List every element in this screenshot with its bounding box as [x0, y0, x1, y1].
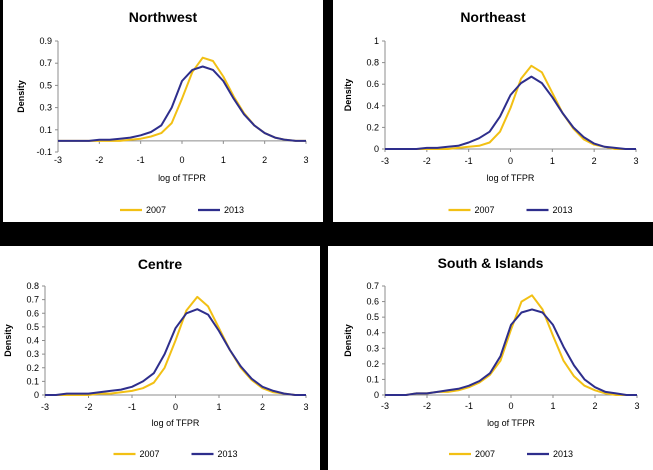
x-tick-label: 0 [173, 402, 178, 412]
y-tick-label: 0.5 [26, 322, 39, 332]
x-tick-label: -2 [84, 402, 92, 412]
chart-panel-northwest: Northwest -0.1 0.1 0.3 0.5 0.7 0.9 -3 -2 -1 0 1 2 3 lo… [3, 0, 323, 222]
series-line-2013 [385, 308, 637, 396]
legend-label-2013: 2013 [218, 449, 238, 459]
x-tick-label: -2 [95, 155, 103, 165]
series-line-2007 [385, 64, 636, 150]
x-tick-label: -1 [465, 156, 473, 166]
x-tick-label: 3 [633, 156, 638, 166]
x-tick-label: -2 [423, 156, 431, 166]
x-tick-label: 2 [592, 401, 597, 411]
x-tick-label: 1 [221, 155, 226, 165]
y-tick-label: 0.6 [366, 79, 379, 89]
y-tick-label: 0 [374, 144, 379, 154]
series-line-2007 [58, 56, 306, 142]
y-tick-label: 0.8 [366, 58, 379, 68]
chart-title: Northeast [460, 9, 526, 25]
x-axis-label: log of TFPR [487, 418, 535, 428]
x-tick-label: -2 [423, 401, 431, 411]
x-tick-label: -3 [381, 156, 389, 166]
x-axis-label: log of TFPR [158, 173, 206, 183]
y-tick-label: 0.8 [26, 281, 39, 291]
legend-label-2007: 2007 [140, 449, 160, 459]
chart-svg-south-islands: South & Islands 0 0.1 0.2 0.3 0.4 0.5 0.6 0.7 -3 -… [343, 255, 640, 459]
x-tick-label: 0 [179, 155, 184, 165]
y-tick-label: 0.2 [26, 363, 39, 373]
legend-label-2013: 2013 [224, 205, 244, 215]
chart-svg-northeast: Northeast 0 0.2 0.4 0.6 0.8 1 -3 -2 -1 0 1 2 3 log of … [343, 9, 639, 215]
x-tick-label: 2 [262, 155, 267, 165]
x-tick-label: -3 [381, 401, 389, 411]
y-tick-label: 0.3 [366, 343, 379, 353]
y-tick-label: 0.3 [26, 349, 39, 359]
y-tick-label: 0.7 [366, 281, 379, 291]
x-tick-label: 3 [634, 401, 639, 411]
chart-title: Centre [138, 256, 183, 272]
legend-label-2007: 2007 [475, 205, 495, 215]
y-tick-label: 0.6 [26, 308, 39, 318]
x-tick-label: 0 [508, 156, 513, 166]
chart-svg-centre: Centre 0 0.1 0.2 0.3 0.4 0.5 0.6 0.7 0.8 -3 -2 -1 0 1 2… [3, 256, 309, 459]
legend-label-2013: 2013 [553, 205, 573, 215]
x-tick-label: -3 [41, 402, 49, 412]
y-tick-label: 0.1 [39, 125, 52, 135]
y-tick-label: 0.7 [26, 295, 39, 305]
chart-panel-centre: Centre 0 0.1 0.2 0.3 0.4 0.5 0.6 0.7 0.8 -3 -2 -1 0 1 2… [0, 246, 320, 470]
y-axis-label: Density [3, 324, 13, 357]
legend-label-2007: 2007 [475, 449, 495, 459]
x-tick-label: 2 [260, 402, 265, 412]
y-tick-label: 1 [374, 36, 379, 46]
x-tick-label: -1 [137, 155, 145, 165]
y-tick-label: 0.4 [366, 101, 379, 111]
x-axis-label: log of TFPR [152, 418, 200, 428]
x-tick-label: -1 [465, 401, 473, 411]
series-line-2007 [385, 294, 637, 396]
y-tick-label: 0.4 [26, 336, 39, 346]
chart-title: Northwest [129, 9, 198, 25]
y-tick-label: 0.5 [366, 312, 379, 322]
y-tick-label: 0.1 [26, 376, 39, 386]
y-tick-label: 0.2 [366, 359, 379, 369]
x-axis-label: log of TFPR [487, 173, 535, 183]
x-tick-label: 2 [592, 156, 597, 166]
x-tick-label: -3 [54, 155, 62, 165]
chart-title: South & Islands [438, 255, 544, 271]
y-tick-label: 0.7 [39, 58, 52, 68]
y-tick-label: 0.9 [39, 36, 52, 46]
legend-label-2013: 2013 [553, 449, 573, 459]
y-tick-label: 0 [374, 390, 379, 400]
x-tick-label: 1 [216, 402, 221, 412]
y-tick-label: 0.1 [366, 374, 379, 384]
chart-panel-northeast: Northeast 0 0.2 0.4 0.6 0.8 1 -3 -2 -1 0 1 2 3 log of … [333, 0, 653, 222]
y-tick-label: 0.5 [39, 80, 52, 90]
series-line-2007 [45, 295, 306, 396]
y-tick-label: -0.1 [36, 147, 52, 157]
y-axis-label: Density [16, 80, 26, 113]
y-tick-label: 0.4 [366, 328, 379, 338]
y-tick-label: 0 [34, 390, 39, 400]
y-tick-label: 0.6 [366, 297, 379, 307]
chart-svg-northwest: Northwest -0.1 0.1 0.3 0.5 0.7 0.9 -3 -2 -1 0 1 2 3 lo… [16, 9, 309, 215]
y-axis-label: Density [343, 79, 353, 112]
y-axis-label: Density [343, 324, 353, 357]
y-tick-label: 0.3 [39, 103, 52, 113]
legend-label-2007: 2007 [146, 205, 166, 215]
x-tick-label: 0 [508, 401, 513, 411]
series-line-2013 [58, 65, 306, 142]
x-tick-label: -1 [128, 402, 136, 412]
y-tick-label: 0.2 [366, 122, 379, 132]
x-tick-label: 3 [303, 155, 308, 165]
chart-panel-south-islands: South & Islands 0 0.1 0.2 0.3 0.4 0.5 0.6 0.7 -3 -… [328, 246, 653, 470]
series-line-2013 [385, 75, 636, 150]
x-tick-label: 1 [550, 401, 555, 411]
x-tick-label: 1 [550, 156, 555, 166]
series-line-2013 [45, 308, 306, 396]
x-tick-label: 3 [303, 402, 308, 412]
